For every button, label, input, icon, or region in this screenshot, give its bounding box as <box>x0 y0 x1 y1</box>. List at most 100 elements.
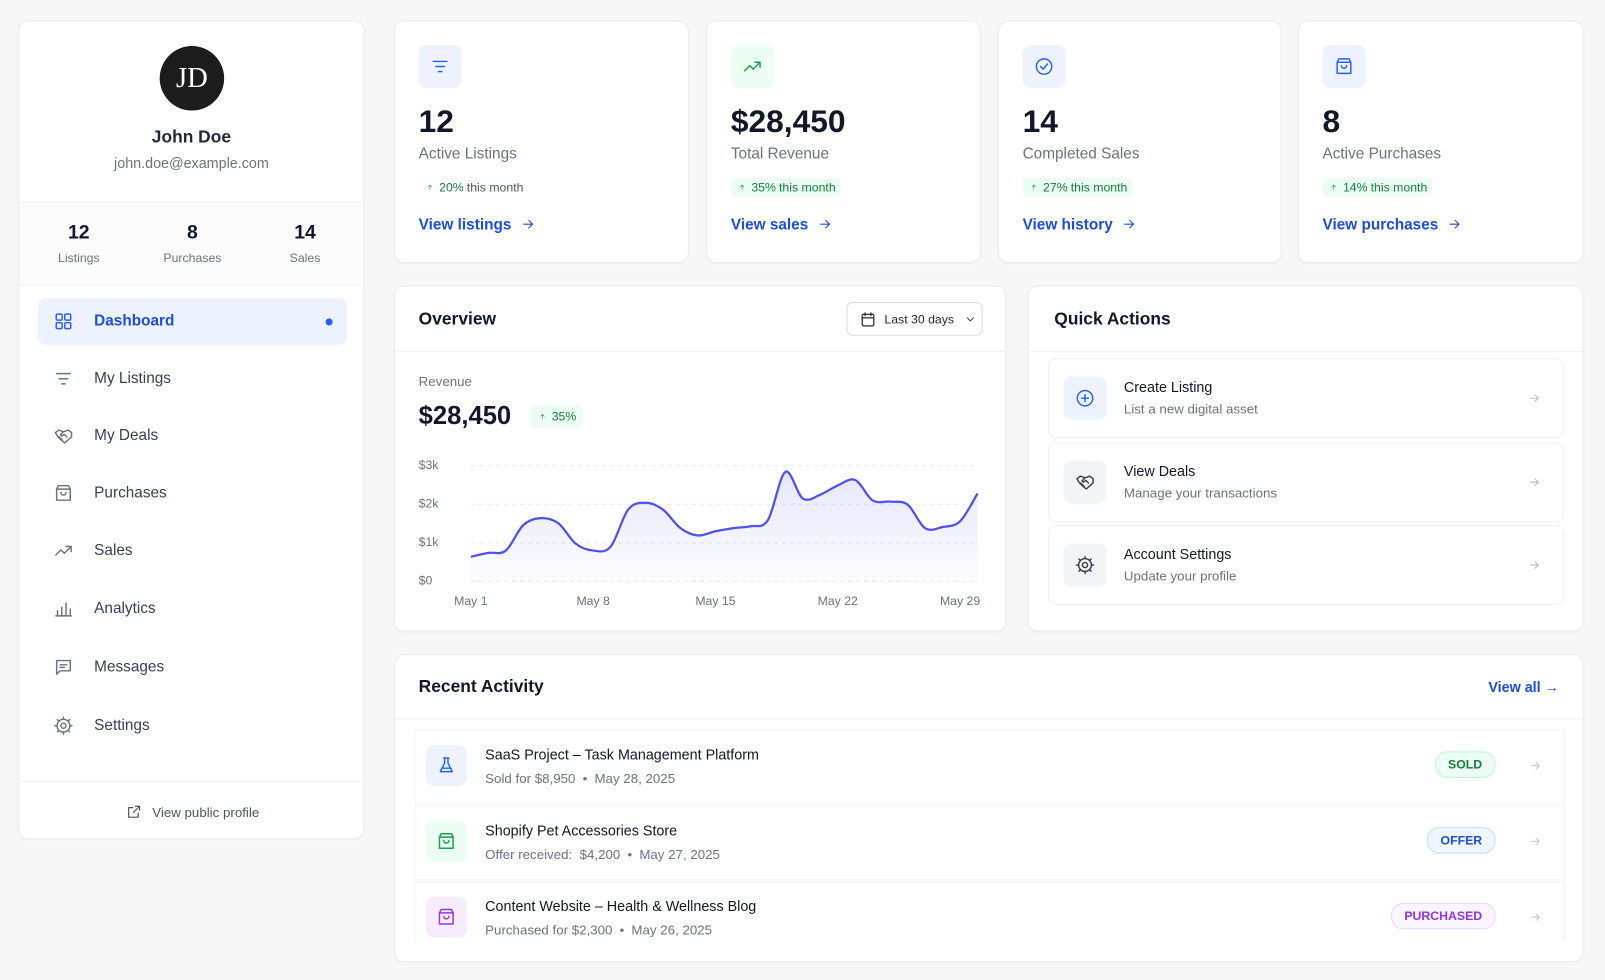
quick-action[interactable]: View Deals Manage your transactions <box>1048 441 1565 522</box>
nav-item[interactable]: Analytics <box>38 585 347 632</box>
quick-action[interactable]: Account Settings Update your profile <box>1048 525 1565 605</box>
icon-svg <box>55 313 72 330</box>
icon-part <box>64 313 72 321</box>
nav-item[interactable]: Settings <box>38 702 347 749</box>
icon-part <box>55 484 72 501</box>
activity-date: May 28, 2025 <box>594 770 676 787</box>
stat-link[interactable]: View sales <box>731 214 835 234</box>
metric-change: 35% <box>530 405 583 428</box>
stat-value: 12 <box>418 103 454 140</box>
activity-meta: Sold for $8,950 • May 28, 2025 <box>485 771 675 786</box>
stat-label: Active Listings <box>418 145 517 163</box>
stat-value: $28,450 <box>730 103 846 140</box>
icon-part <box>55 659 72 675</box>
icon-part <box>439 757 453 773</box>
nav-item[interactable]: My Listings <box>38 355 347 402</box>
status-badge: PURCHASED <box>1391 902 1496 930</box>
stat-change-period: this month <box>466 180 524 195</box>
nav-item[interactable]: Sales <box>38 527 347 574</box>
icon-part <box>1530 394 1539 402</box>
x-tick-label: May 29 <box>940 594 980 608</box>
icon-part <box>1075 555 1095 575</box>
icon-part <box>64 321 72 330</box>
x-tick-label: May 15 <box>695 594 735 608</box>
stat-icon <box>1322 45 1366 89</box>
icon-part <box>1531 761 1540 770</box>
icon-part <box>1531 837 1540 846</box>
stat-link[interactable]: View history <box>1023 214 1140 234</box>
quick-action[interactable]: Create Listing List a new digital asset <box>1048 358 1565 439</box>
icon-part <box>966 316 974 321</box>
stat-change-period: this month <box>1370 180 1428 195</box>
nav-item[interactable]: Dashboard <box>37 297 348 345</box>
activity-item[interactable]: Shopify Pet Accessories Store Offer recei… <box>414 805 1566 881</box>
icon <box>53 311 73 331</box>
icon <box>1034 56 1054 76</box>
view-all-link[interactable]: View all → <box>1488 678 1559 696</box>
icon <box>1447 216 1462 231</box>
icon-part <box>59 664 68 669</box>
stat-change-period: this month <box>778 180 836 195</box>
activity-meta: Offer received: $4,200 • May 27, 2025 <box>485 847 720 862</box>
x-tick-label: May 22 <box>818 594 858 608</box>
icon-svg <box>1076 474 1094 490</box>
icon <box>426 183 433 192</box>
stat-change-value: 27% <box>1043 180 1068 195</box>
icon <box>53 368 73 388</box>
sidebar-footer[interactable]: View public profile <box>19 781 364 838</box>
icon-svg <box>55 372 72 385</box>
divider <box>395 718 1583 720</box>
nav-item[interactable]: Messages <box>38 644 347 691</box>
line <box>470 470 979 558</box>
nav-label: My Deals <box>94 426 159 445</box>
y-tick-label: $1k <box>419 535 440 549</box>
icon <box>1528 392 1541 405</box>
activity-detail: Sold for $8,950 <box>485 770 576 787</box>
icon <box>1528 558 1541 571</box>
icon-part <box>55 602 72 617</box>
icon-part <box>1039 63 1049 70</box>
range-select[interactable]: Last 30 days <box>846 301 983 336</box>
icon-part <box>861 311 875 319</box>
icon-svg <box>1336 58 1352 75</box>
icon-svg <box>1449 219 1460 229</box>
icon <box>539 412 546 421</box>
icon-svg <box>432 60 448 73</box>
icon-part <box>1331 184 1336 190</box>
icon <box>1075 555 1095 575</box>
icon <box>742 56 762 76</box>
activity-icon <box>425 896 467 938</box>
icon <box>53 657 73 677</box>
icon-part <box>1076 474 1094 490</box>
icon <box>1075 388 1095 408</box>
icon <box>436 907 456 927</box>
stat-link[interactable]: View purchases <box>1322 214 1464 234</box>
activity-item[interactable]: Content Website – Health & Wellness Blog… <box>414 881 1566 941</box>
area <box>470 471 978 582</box>
stat-icon <box>418 45 462 89</box>
icon-svg <box>540 414 545 420</box>
icon-svg <box>1076 389 1094 407</box>
stat-link[interactable]: View listings <box>419 214 538 234</box>
icon-part <box>819 219 830 229</box>
x-tick-label: May 1 <box>454 594 488 608</box>
quick-action-icon <box>1063 376 1107 420</box>
activity-item[interactable]: SaaS Project – Task Management Platform S… <box>414 729 1566 805</box>
icon-part <box>127 805 140 818</box>
profile-stat-value: 14 <box>294 222 316 244</box>
nav-item[interactable]: Purchases <box>38 470 347 517</box>
icon-svg <box>819 219 830 229</box>
quick-action-title: Create Listing <box>1123 378 1213 396</box>
nav-item[interactable]: My Deals <box>38 413 347 460</box>
icon <box>738 183 745 192</box>
profile-stat-value: 8 <box>187 222 198 244</box>
activity-detail: Purchased for $2,300 <box>485 922 613 938</box>
public-profile-link: View public profile <box>152 804 260 820</box>
y-tick-label: $2k <box>419 497 440 511</box>
icon-part <box>55 321 63 330</box>
profile-stat-label: Sales <box>289 250 321 266</box>
activity-detail: Offer received: $4,200 <box>485 846 621 862</box>
icon-part <box>427 184 433 190</box>
nav-label: Sales <box>94 541 133 559</box>
icon <box>53 599 73 619</box>
